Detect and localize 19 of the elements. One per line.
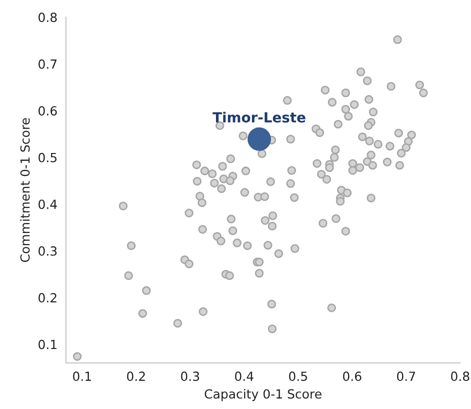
x-tick-label: 0.8 [451,372,470,381]
y-axis-title: Commitment 0-1 Score [20,118,30,262]
x-axis-title: Capacity 0-1 Score [204,388,322,402]
y-tick-label: 0.1 [38,340,56,350]
y-tick-label: 0.5 [38,152,57,162]
y-tick-label: 0.3 [38,246,57,256]
x-tick-label: 0.7 [397,372,416,381]
x-tick-label: 0.5 [289,372,308,381]
x-tick-label: 0.2 [127,372,145,381]
x-tick-label: 0.6 [343,372,362,381]
x-tick-label: 0.1 [73,372,91,381]
y-tick-label: 0.7 [38,59,57,69]
y-tick-label: 0.2 [38,293,56,302]
y-tick-label: 0.6 [38,106,57,116]
x-tick-label: 0.3 [181,372,200,381]
y-tick-label: 0.8 [38,12,57,22]
y-tick-label: 0.4 [38,200,57,210]
series-label: Timor-Leste [212,112,306,123]
x-tick-label: 0.4 [235,372,254,381]
